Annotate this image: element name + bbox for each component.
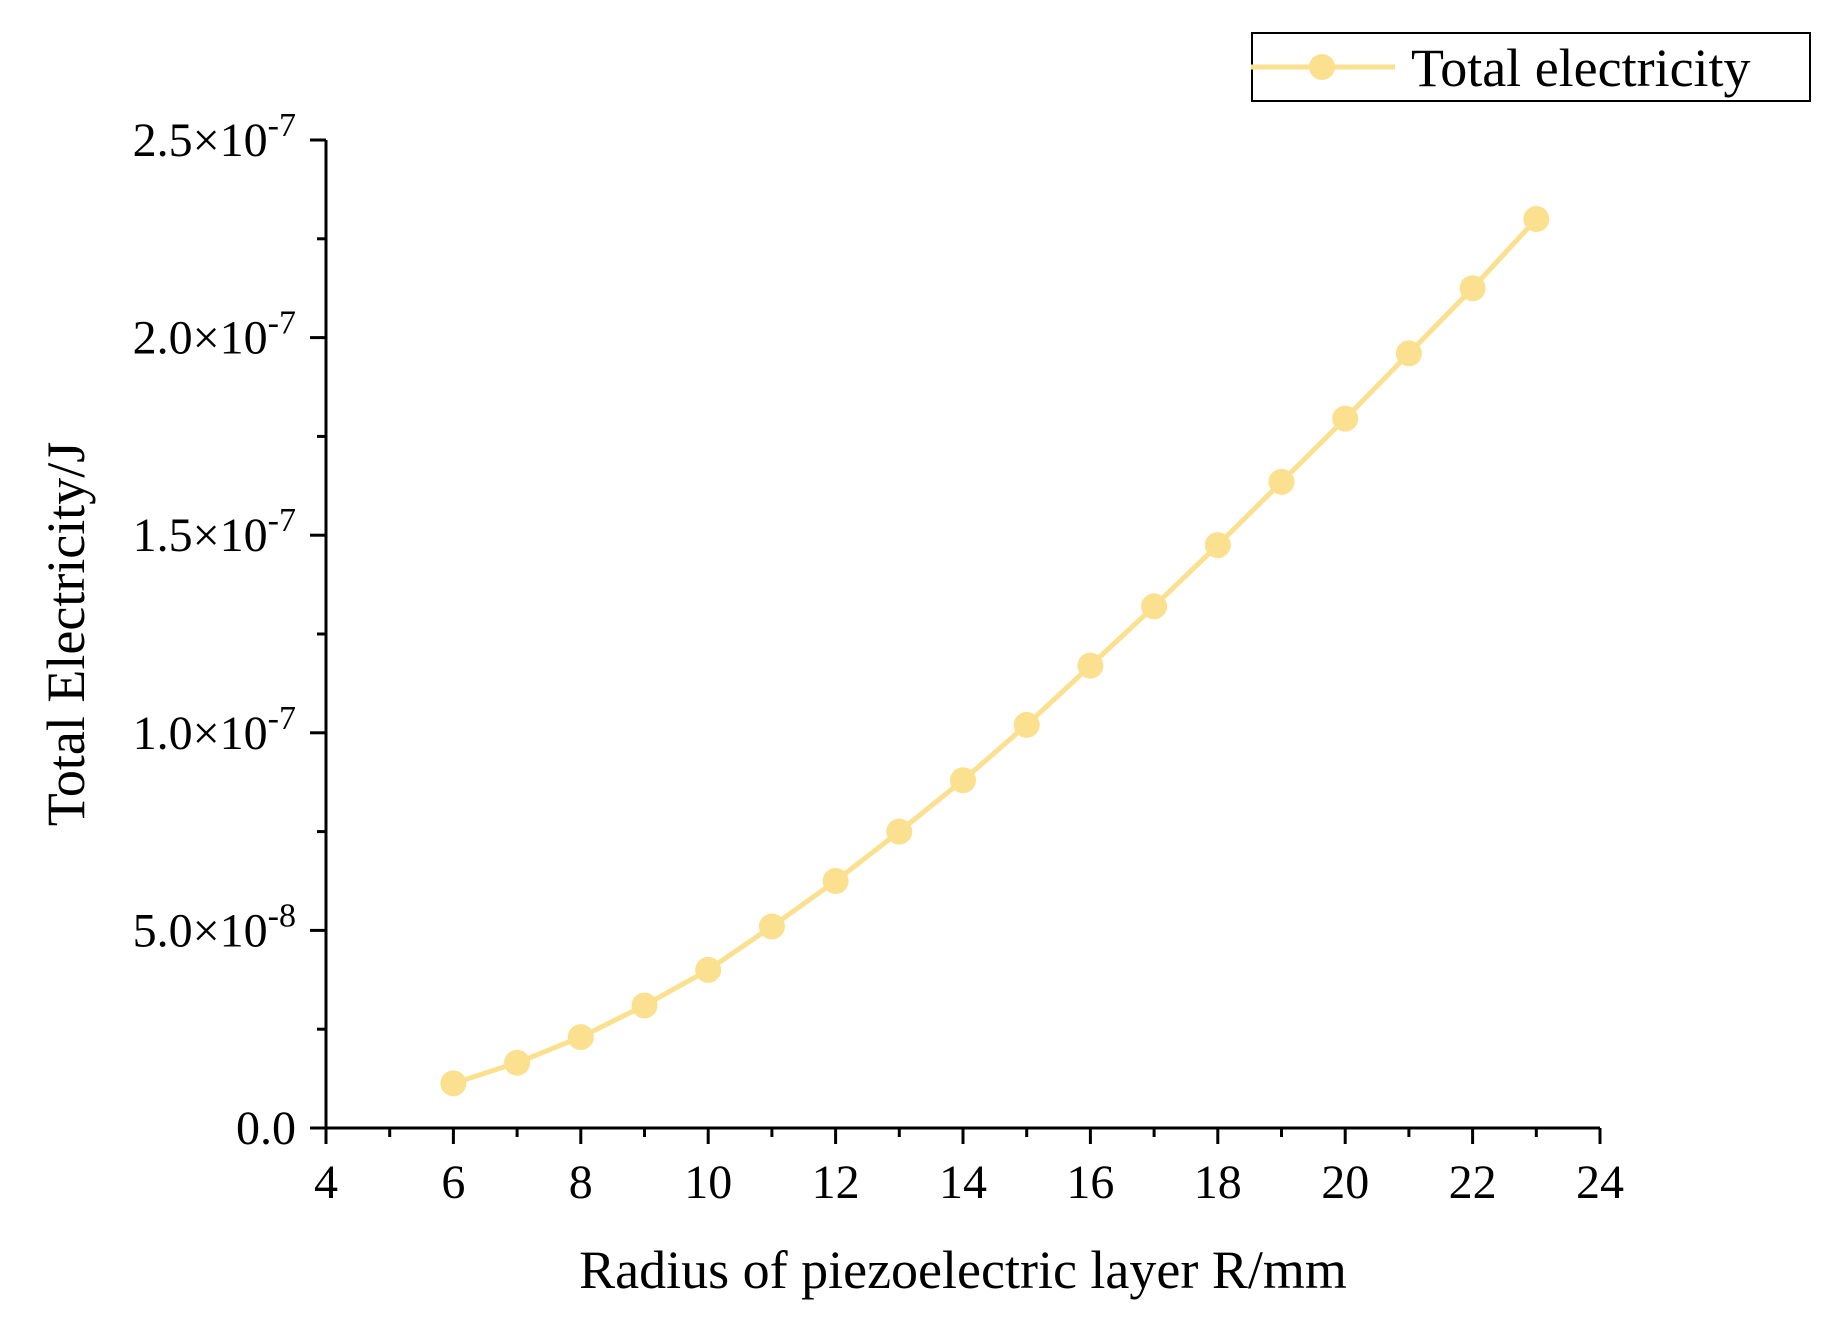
x-tick-label: 6: [441, 1156, 465, 1209]
y-tick-mantissa: 2.5×10: [133, 114, 268, 167]
data-point: [1268, 468, 1295, 495]
legend: Total electricity: [1251, 32, 1811, 102]
y-tick-exponent: -7: [268, 700, 296, 737]
data-point: [950, 767, 976, 794]
data-point: [1204, 532, 1231, 559]
y-tick-label: 5.0×10-8: [133, 897, 296, 957]
data-point: [886, 818, 913, 845]
legend-label: Total electricity: [1411, 38, 1751, 98]
y-tick-mantissa: 0.0: [236, 1102, 296, 1155]
data-point: [631, 992, 658, 1019]
ticks: 4 6 8 10 12 14 16 18 20 22 240.05.0×10-81.0×10-71.…: [133, 107, 1624, 1209]
series: [440, 206, 1550, 1097]
data-point: [1395, 340, 1422, 367]
y-tick-exponent: -7: [268, 305, 296, 342]
x-tick-label: 8: [569, 1156, 593, 1209]
y-tick-mantissa: 1.0×10: [133, 707, 268, 760]
data-point: [1523, 206, 1550, 233]
series-line: [452, 217, 1539, 1086]
y-tick-label: 2.5×10-7: [133, 107, 296, 167]
data-point: [567, 1024, 594, 1051]
x-tick-label: 22: [1449, 1156, 1497, 1209]
y-tick-mantissa: 5.0×10: [133, 904, 268, 957]
data-point: [440, 1070, 467, 1097]
x-tick-label: 14: [939, 1156, 987, 1209]
y-tick-exponent: -7: [268, 502, 296, 539]
x-tick-label: 16: [1066, 1156, 1114, 1209]
axes: [324, 140, 1600, 1130]
legend-swatch-marker: [1309, 54, 1335, 80]
x-tick-label: 4: [314, 1156, 338, 1209]
data-point: [758, 913, 785, 940]
x-tick-label: 24: [1576, 1156, 1624, 1209]
data-point: [1077, 652, 1104, 679]
x-tick-label: 10: [684, 1156, 732, 1209]
y-tick-label: 0.0: [236, 1102, 296, 1155]
data-point: [695, 956, 722, 983]
y-tick-mantissa: 1.5×10: [133, 509, 268, 562]
y-tick-exponent: -8: [268, 897, 296, 934]
y-tick-label: 1.5×10-7: [133, 502, 296, 562]
data-point: [504, 1049, 531, 1076]
y-tick-mantissa: 2.0×10: [133, 312, 268, 365]
x-axis-title: Radius of piezoelectric layer R/mm: [579, 1240, 1347, 1300]
data-point: [822, 868, 849, 894]
x-tick-label: 18: [1194, 1156, 1242, 1209]
data-point: [1141, 593, 1168, 620]
y-tick-label: 1.0×10-7: [133, 700, 296, 760]
x-tick-label: 12: [812, 1156, 860, 1209]
y-tick-label: 2.0×10-7: [133, 305, 296, 365]
data-point: [1459, 275, 1486, 302]
x-tick-label: 20: [1321, 1156, 1369, 1209]
y-tick-exponent: -7: [268, 107, 296, 144]
data-point: [1013, 711, 1040, 738]
data-point: [1332, 405, 1359, 432]
y-axis-title: Total Electricity/J: [36, 442, 96, 827]
